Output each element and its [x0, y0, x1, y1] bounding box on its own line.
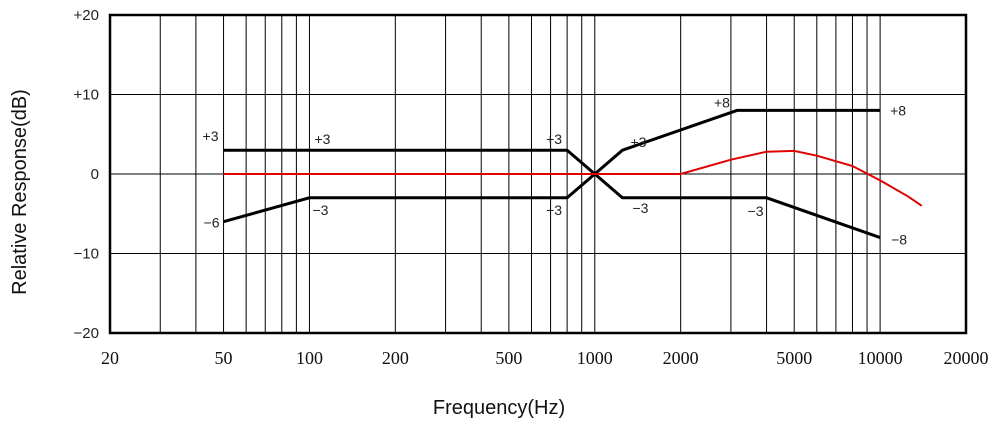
annotation-label: −3 — [312, 202, 328, 218]
x-tick-label: 1000 — [577, 348, 613, 368]
x-tick-label: 20000 — [944, 348, 989, 368]
annotation-label: +3 — [203, 128, 219, 144]
x-tick-label: 100 — [296, 348, 323, 368]
annotation-labels: +3 +3 +3 +3 +8 +8 −6 −3 −3 −3 −3 −8 — [203, 94, 908, 247]
annotation-label: −3 — [748, 203, 764, 219]
annotation-label: +8 — [890, 102, 906, 118]
x-tick-label: 2000 — [663, 348, 699, 368]
y-tick-label: −10 — [74, 246, 99, 263]
measured-response-line — [223, 149, 923, 207]
upper-tolerance-line — [223, 108, 881, 176]
x-tick-label: 200 — [382, 348, 409, 368]
annotation-label: +3 — [630, 134, 646, 150]
annotation-label: −8 — [891, 232, 907, 248]
y-tick-label: +20 — [74, 7, 99, 24]
annotation-label: +8 — [714, 94, 730, 110]
x-tick-labels: 20 50 100 200 500 1000 2000 5000 10000 20000 — [101, 348, 989, 368]
y-tick-label: 0 — [91, 166, 99, 183]
plot-frame — [108, 13, 968, 335]
series-lines — [223, 108, 923, 240]
annotation-label: −6 — [204, 215, 220, 231]
y-tick-label: −20 — [74, 325, 99, 342]
annotation-label: −3 — [632, 200, 648, 216]
annotation-label: +3 — [314, 131, 330, 147]
x-tick-label: 20 — [101, 348, 119, 368]
x-tick-label: 5000 — [776, 348, 812, 368]
y-axis-title: Relative Response(dB) — [9, 89, 31, 295]
y-tick-labels: +20 +10 0 −10 −20 — [74, 7, 99, 342]
x-tick-label: 50 — [215, 348, 233, 368]
y-tick-label: +10 — [74, 87, 99, 104]
x-axis-title: Frequency(Hz) — [433, 397, 565, 419]
x-tick-label: 10000 — [858, 348, 903, 368]
x-tick-label: 500 — [495, 348, 522, 368]
annotation-label: +3 — [546, 131, 562, 147]
annotation-label: −3 — [546, 202, 562, 218]
